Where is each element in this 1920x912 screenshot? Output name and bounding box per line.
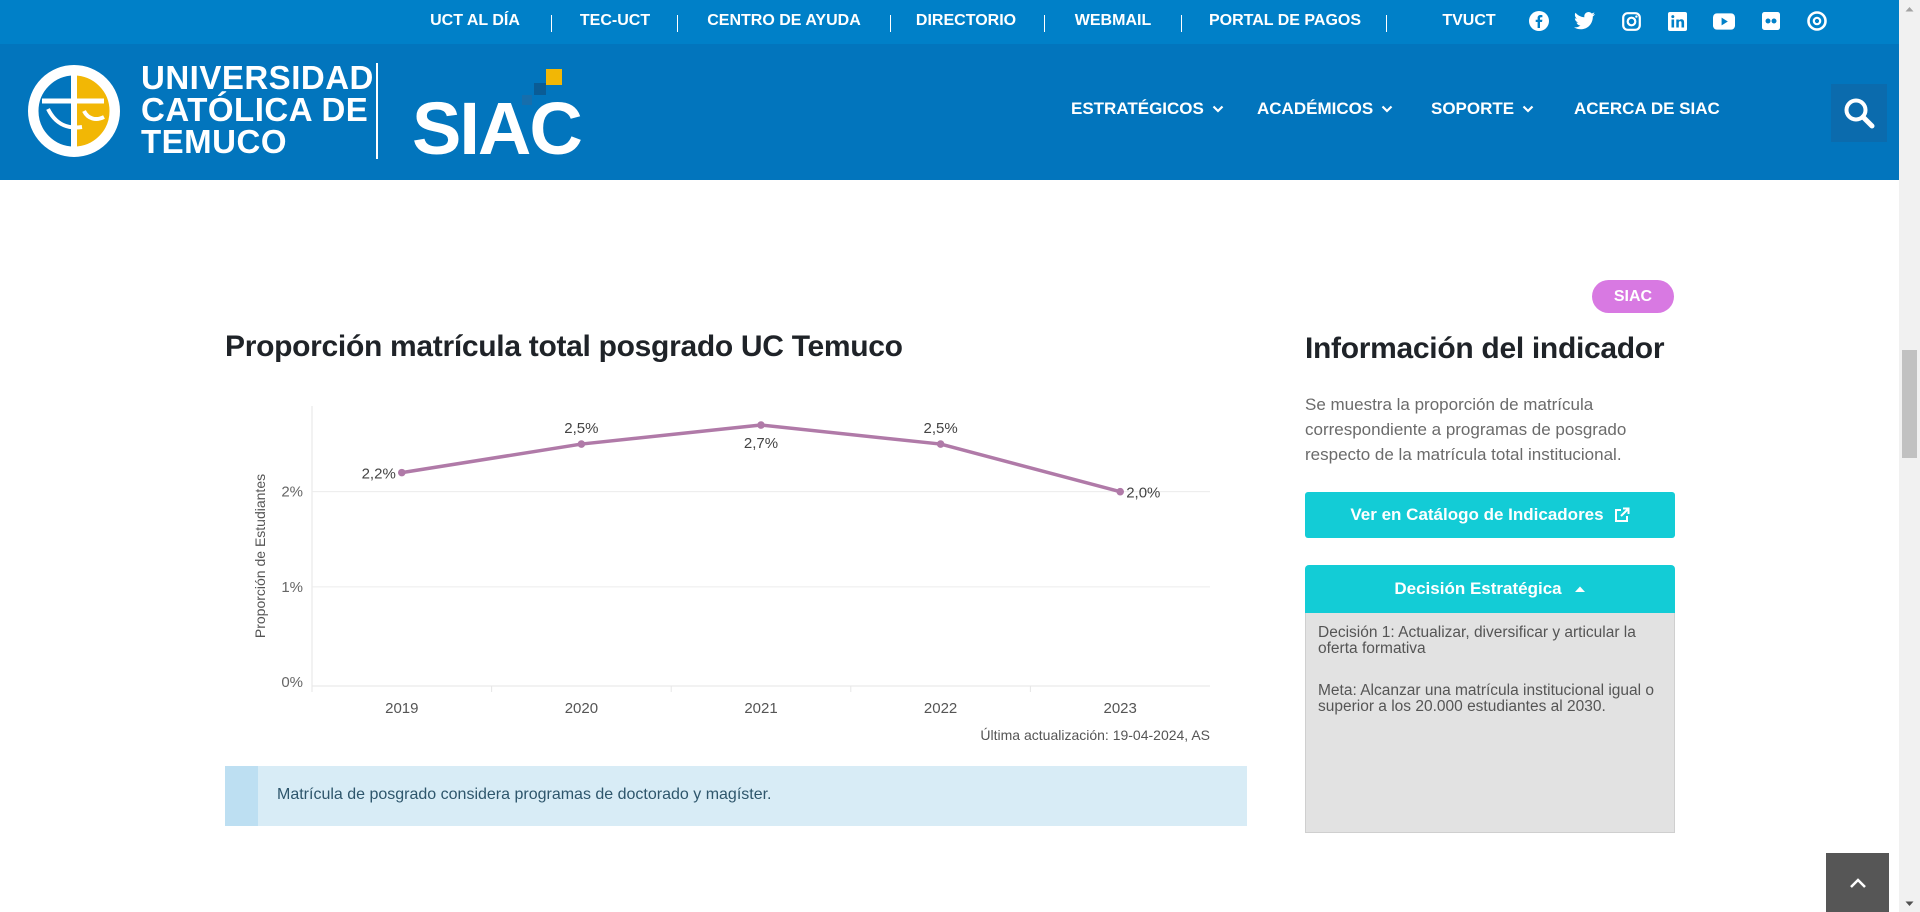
search-button[interactable] xyxy=(1831,84,1887,142)
scrollbar-thumb[interactable] xyxy=(1902,350,1917,458)
topbar-separator xyxy=(890,15,891,32)
x-tick-label: 2022 xyxy=(924,700,957,717)
topbar-separator xyxy=(1181,15,1182,32)
nav-academicos[interactable]: ACADÉMICOS xyxy=(1257,99,1393,119)
x-tick-label: 2021 xyxy=(744,700,777,717)
chevron-up-icon xyxy=(1849,877,1866,888)
indicator-info-title: Información del indicador xyxy=(1305,332,1665,365)
data-label: 2,0% xyxy=(1126,485,1160,502)
topbar-link-tec-uct[interactable]: TEC-UCT xyxy=(579,12,651,29)
linkedin-icon[interactable] xyxy=(1666,10,1688,32)
nav-label: ACERCA DE SIAC xyxy=(1574,99,1720,118)
twitter-icon[interactable] xyxy=(1574,10,1596,32)
scroll-down-arrow[interactable] xyxy=(1899,895,1920,912)
data-label: 2,5% xyxy=(564,420,598,437)
chevron-down-icon xyxy=(1212,105,1224,113)
scroll-up-arrow[interactable] xyxy=(1899,0,1920,17)
site-header: UNIVERSIDAD CATÓLICA DE TEMUCO SIAC ESTR… xyxy=(0,44,1899,180)
logo-line: CATÓLICA DE xyxy=(141,91,369,128)
data-point xyxy=(398,468,406,477)
topbar-link-directorio[interactable]: DIRECTORIO xyxy=(915,12,1017,29)
facebook-icon[interactable] xyxy=(1528,10,1550,32)
topbar-link-uct-al-dia[interactable]: UCT AL DÍA xyxy=(430,12,520,29)
y-axis-label: Proporción de Estudiantes xyxy=(252,474,268,638)
strategic-decision-panel: Decisión 1: Actualizar, diversificar y a… xyxy=(1305,613,1675,833)
siac-logo[interactable]: SIAC xyxy=(410,61,590,161)
y-tick-label: 0% xyxy=(281,674,303,691)
chart-title: Proporción matrícula total posgrado UC T… xyxy=(225,330,903,363)
topbar-separator xyxy=(551,15,552,32)
search-icon xyxy=(1844,98,1875,129)
university-logo-icon[interactable] xyxy=(26,63,122,159)
strategic-decision-toggle[interactable]: Decisión Estratégica xyxy=(1305,565,1675,613)
logo-divider xyxy=(376,63,378,159)
nav-acerca-de-siac[interactable]: ACERCA DE SIAC xyxy=(1574,99,1720,119)
caret-up-icon xyxy=(1574,586,1585,592)
siac-logo-text: SIAC xyxy=(412,87,581,161)
data-point xyxy=(936,440,945,448)
data-label: 2,7% xyxy=(744,435,778,452)
flickr-icon[interactable] xyxy=(1760,10,1782,32)
nav-soporte[interactable]: SOPORTE xyxy=(1431,99,1534,119)
nav-label: ACADÉMICOS xyxy=(1257,99,1374,118)
topbar-link-webmail[interactable]: WEBMAIL xyxy=(1074,12,1152,29)
data-label: 2,5% xyxy=(923,420,957,437)
catalog-button-label: Ver en Catálogo de Indicadores xyxy=(1350,505,1604,524)
logo-line: UNIVERSIDAD xyxy=(141,59,374,96)
chevron-down-icon xyxy=(1522,105,1534,113)
x-tick-label: 2019 xyxy=(385,700,418,717)
topbar-separator xyxy=(1044,15,1045,32)
chart-note: Matrícula de posgrado considera programa… xyxy=(225,766,1247,826)
nav-label: ESTRATÉGICOS xyxy=(1071,99,1204,118)
topbar-separator xyxy=(677,15,678,32)
external-link-icon xyxy=(1614,507,1630,522)
siac-badge: SIAC xyxy=(1592,280,1674,313)
data-point xyxy=(757,421,765,429)
top-utility-bar: UCT AL DÍA TEC-UCT CENTRO DE AYUDA DIREC… xyxy=(0,0,1899,44)
view-catalog-button[interactable]: Ver en Catálogo de Indicadores xyxy=(1305,492,1675,538)
topbar-separator xyxy=(1386,15,1387,32)
youtube-icon[interactable] xyxy=(1713,10,1735,32)
topbar-link-portal-de-pagos[interactable]: PORTAL DE PAGOS xyxy=(1208,12,1362,29)
chevron-down-icon xyxy=(1381,105,1393,113)
instagram-icon[interactable] xyxy=(1620,10,1642,32)
data-point xyxy=(577,440,586,448)
nav-estrategicos[interactable]: ESTRATÉGICOS xyxy=(1071,99,1224,119)
university-logo-text[interactable]: UNIVERSIDAD CATÓLICA DE TEMUCO xyxy=(141,59,374,160)
indicator-description: Se muestra la proporción de matrícula co… xyxy=(1305,395,1627,464)
decision-text: Decisión 1: Actualizar, diversificar y a… xyxy=(1318,624,1636,657)
last-updated-text: Última actualización: 19-04-2024, AS xyxy=(980,727,1210,743)
decision-header-label: Decisión Estratégica xyxy=(1394,579,1562,598)
x-tick-label: 2023 xyxy=(1104,700,1137,717)
topbar-link-tvuct[interactable]: TVUCT xyxy=(1442,12,1496,29)
issuu-icon[interactable] xyxy=(1806,10,1828,32)
data-label: 2,2% xyxy=(362,466,396,483)
goal-text: Meta: Alcanzar una matrícula institucion… xyxy=(1318,682,1655,715)
note-text: Matrícula de posgrado considera programa… xyxy=(277,786,772,803)
nav-label: SOPORTE xyxy=(1431,99,1515,118)
data-point xyxy=(1116,487,1124,496)
y-tick-label: 2% xyxy=(281,484,303,501)
x-tick-label: 2020 xyxy=(565,700,598,717)
topbar-link-centro-de-ayuda[interactable]: CENTRO DE AYUDA xyxy=(707,12,861,29)
logo-line: TEMUCO xyxy=(141,123,287,160)
y-tick-label: 1% xyxy=(281,579,303,596)
enrollment-line-chart: 0% 1% 2% Proporción de Estudiantes 2019 2020 2… xyxy=(252,406,1210,717)
back-to-top-button[interactable] xyxy=(1826,853,1889,912)
page-scrollbar[interactable] xyxy=(1899,0,1920,912)
note-accent-bar xyxy=(225,766,258,826)
